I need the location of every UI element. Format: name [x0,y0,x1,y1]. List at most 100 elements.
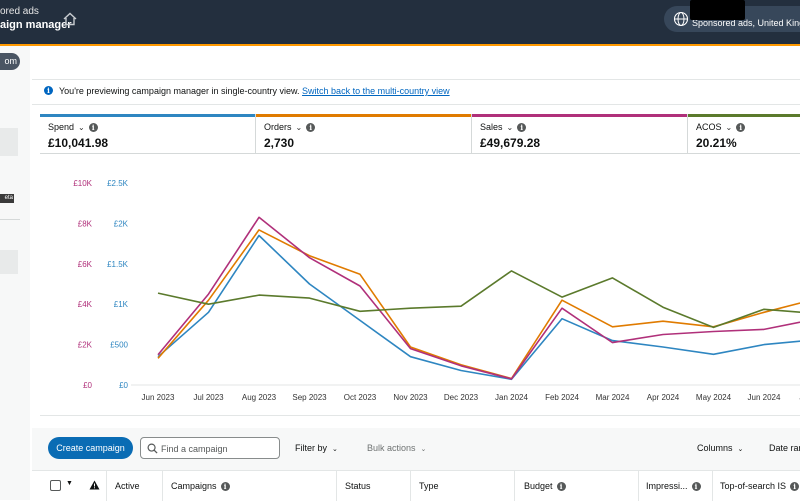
y-right-tick-label: £0 [119,381,128,390]
info-icon: i [88,123,98,133]
multi-country-link[interactable]: Switch back to the multi-country view [302,86,450,96]
column-status[interactable]: Status [345,481,371,491]
x-tick-label: Oct 2023 [344,393,377,402]
preview-banner: i You're previewing campaign manager in … [32,80,800,102]
metric-value: 20.21% [696,136,737,150]
info-icon: i [736,123,746,133]
header-title-line2[interactable]: aign manager [0,19,72,31]
sidebar-item[interactable] [0,250,18,274]
column-impressions-label: Impressi... [646,481,688,491]
chevron-down-icon: ⌄ [725,123,733,132]
metric-value: £49,679.28 [480,136,541,150]
info-icon: i [556,482,566,492]
banner-top-divider [32,79,800,80]
select-all-checkbox[interactable] [50,480,61,491]
y-left-tick-label: £4K [78,300,93,309]
globe-icon [673,11,689,27]
x-tick-label: Nov 2023 [393,393,428,402]
y-left-tick-label: £6K [78,260,93,269]
column-top-of-search-label: Top-of-search IS [720,481,787,491]
column-budget[interactable]: Budget i [524,481,566,492]
metric-sales[interactable]: Sales ⌄ i £49,679.28 [472,114,688,154]
info-icon: i [517,123,527,133]
metric-color-bar [688,114,800,117]
chevron-down-icon: ⌄ [420,446,427,453]
home-icon[interactable] [62,11,78,27]
top-header: ored ads aign manager Sponsored ads, Uni… [0,0,800,44]
x-tick-label: Jan 2024 [495,393,528,402]
x-tick-label: Jun 2023 [142,393,175,402]
info-icon: i [691,482,701,492]
series-line-orders [157,229,800,380]
x-tick-label: Mar 2024 [596,393,630,402]
sidebar-item[interactable] [0,128,18,156]
campaign-search[interactable] [140,437,280,459]
header-accent-line [0,44,800,46]
metric-name[interactable]: Spend ⌄ i [48,122,98,133]
metric-spend[interactable]: Spend ⌄ i £10,041.98 [40,114,256,154]
chevron-down-icon: ⌄ [332,446,338,453]
column-budget-label: Budget [524,481,553,491]
sidebar-pill[interactable]: om [0,53,20,70]
column-divider [336,471,337,501]
beta-badge: eta [0,194,14,203]
metric-label: Spend [48,122,75,132]
search-icon [147,443,158,454]
column-divider [162,471,163,501]
column-divider [410,471,411,501]
metric-name[interactable]: Orders ⌄ i [264,122,316,133]
performance-chart: £10K £8K £6K £4K £2K £0 £2.5K £2K £1.5K £1K £500 £0… [40,154,800,416]
bulk-actions-dropdown[interactable]: Bulk actions ⌄ [367,443,426,453]
y-left-tick-label: £0 [83,381,92,390]
column-divider [712,471,713,501]
metric-acos[interactable]: ACOS ⌄ i 20.21% [688,114,800,154]
y-right-tick-label: £1K [114,300,129,309]
metric-orders[interactable]: Orders ⌄ i 2,730 [256,114,472,154]
column-campaigns[interactable]: Campaigns i [171,481,230,492]
search-input[interactable] [161,441,276,456]
column-top-of-search[interactable]: Top-of-search IS i [720,481,800,492]
metric-label: Sales [480,122,503,132]
column-divider [106,471,107,501]
info-icon: i [220,482,230,492]
select-menu-chevron[interactable]: ▼ [66,480,73,487]
header-title-line1: ored ads [0,6,39,17]
y-right-tick-label: £1.5K [107,260,129,269]
y-right-tick-label: £2K [114,219,129,228]
chevron-down-icon: ⌄ [295,123,303,132]
columns-label: Columns [697,443,733,453]
metric-color-bar [256,114,471,117]
metric-name[interactable]: ACOS ⌄ i [696,122,746,133]
y-left-tick-label: £8K [78,219,93,228]
banner-text: You're previewing campaign manager in si… [59,80,450,102]
x-tick-label: Sep 2023 [292,393,327,402]
column-divider [638,471,639,501]
metric-name[interactable]: Sales ⌄ i [480,122,527,133]
metric-label: Orders [264,122,292,132]
metric-label: ACOS [696,122,722,132]
filter-by-label: Filter by [295,443,328,453]
y-right-tick-label: £2.5K [107,179,129,188]
metric-color-bar [40,114,255,117]
info-icon: i [790,482,800,492]
create-campaign-button[interactable]: Create campaign [48,437,133,459]
x-tick-label: Dec 2023 [444,393,479,402]
warning-icon [89,480,100,490]
line-chart-svg: £10K £8K £6K £4K £2K £0 £2.5K £2K £1.5K £1K £500 £0… [73,179,800,402]
x-tick-label: Aug 2023 [242,393,277,402]
info-icon: i [306,123,316,133]
columns-dropdown[interactable]: Columns ⌄ [697,443,743,453]
column-active[interactable]: Active [115,481,140,491]
column-type[interactable]: Type [419,481,439,491]
series-line-spend [157,234,800,381]
x-tick-label: Jul 2023 [193,393,224,402]
y-right-tick-label: £500 [110,341,128,350]
date-range-button[interactable]: Date ran [769,443,800,453]
metric-value: £10,041.98 [48,136,109,150]
bulk-actions-label: Bulk actions [367,443,416,453]
chevron-down-icon: ⌄ [78,123,85,132]
x-tick-label: Feb 2024 [545,393,579,402]
filter-by-dropdown[interactable]: Filter by ⌄ [295,443,338,453]
column-impressions[interactable]: Impressi... i [646,481,701,492]
x-tick-label: Jun 2024 [748,393,781,402]
